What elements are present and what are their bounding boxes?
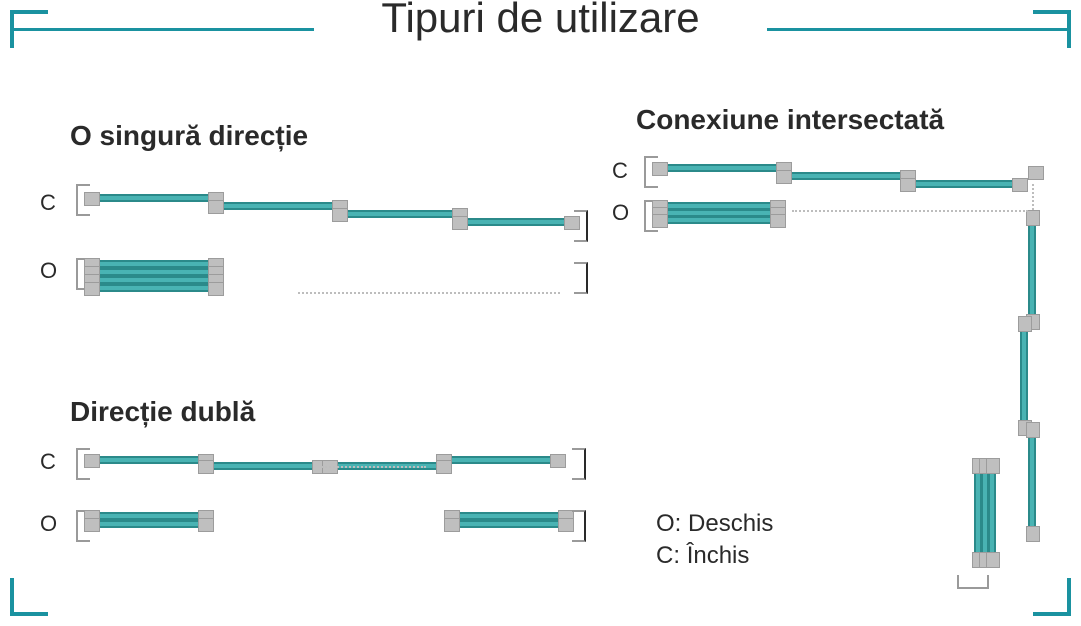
legend: O: Deschis C: Închis <box>656 508 773 573</box>
corner-closed-h-2-conn-l <box>900 178 916 192</box>
frame-corner-bl <box>10 578 48 616</box>
legend-open: O: Deschis <box>656 508 773 540</box>
double-open-right-1 <box>448 520 568 528</box>
single-open-bar-3-conn-l <box>84 282 100 296</box>
double-closed-right-1-conn-r <box>436 460 452 474</box>
corner-closed-dotted-v <box>1032 184 1034 210</box>
corner-closed-v-0-conn-t <box>1026 210 1040 226</box>
double-closed-left-1 <box>202 462 322 470</box>
corner-node-icon <box>1028 166 1044 180</box>
single-closed-bracket-right <box>574 210 588 242</box>
double-closed-left-0 <box>88 456 208 464</box>
single-closed-seg-3-conn-l <box>452 216 468 230</box>
double-closed-right-0 <box>440 456 560 464</box>
corner-closed-h-1 <box>780 172 910 180</box>
corner-floor-bracket <box>957 575 989 589</box>
single-open-bar-1 <box>88 268 218 276</box>
double-open-left-1 <box>88 520 208 528</box>
heading-single-direction: O singură direcție <box>70 120 308 152</box>
corner-closed-v-0 <box>1028 214 1036 324</box>
single-open-bracket-right <box>574 262 588 294</box>
corner-closed-h-0 <box>656 164 786 172</box>
corner-open-dotted <box>792 210 1028 212</box>
corner-closed-h-0-conn-l <box>652 162 668 176</box>
page-title: Tipuri de utilizare <box>0 0 1081 42</box>
label-corner-closed: C <box>612 158 628 184</box>
corner-closed-h-1-conn-l <box>776 170 792 184</box>
double-open-bracket-right <box>572 510 586 542</box>
double-open-right-1-conn-l <box>444 518 460 532</box>
double-closed-bracket-right <box>572 448 586 480</box>
label-corner-open: O <box>612 200 629 226</box>
corner-open-h-2 <box>656 216 780 224</box>
single-closed-seg-3 <box>456 218 574 226</box>
label-single-open: O <box>40 258 57 284</box>
double-closed-right-0-conn-r <box>550 454 566 468</box>
heading-corner-connection: Conexiune intersectată <box>636 104 944 136</box>
corner-closed-v-2-conn-t <box>1026 422 1040 438</box>
corner-open-h-2-conn-l <box>652 214 668 228</box>
label-double-open: O <box>40 511 57 537</box>
legend-closed: C: Închis <box>656 540 773 572</box>
double-open-left-0 <box>88 512 208 520</box>
double-open-right-0 <box>448 512 568 520</box>
double-closed-left-0-conn-l <box>84 454 100 468</box>
double-closed-dotted <box>322 466 426 468</box>
double-closed-left-1-conn-l <box>198 460 214 474</box>
corner-closed-v-1 <box>1020 320 1028 430</box>
corner-open-v-2 <box>988 462 996 562</box>
label-single-closed: C <box>40 190 56 216</box>
single-closed-seg-0 <box>88 194 218 202</box>
corner-open-h-2-conn-r <box>770 214 786 228</box>
double-open-left-1-conn-r <box>198 518 214 532</box>
diagram-root: Tipuri de utilizare O singură direcție D… <box>0 0 1081 626</box>
single-open-bar-2 <box>88 276 218 284</box>
single-closed-seg-0-conn-l <box>84 192 100 206</box>
single-open-bar-3 <box>88 284 218 292</box>
double-open-left-1-conn-l <box>84 518 100 532</box>
single-closed-seg-2-conn-l <box>332 208 348 222</box>
single-open-dotted <box>298 292 560 294</box>
single-closed-seg-2 <box>336 210 462 218</box>
corner-closed-h-2 <box>904 180 1022 188</box>
corner-closed-v-2-conn-b <box>1026 526 1040 542</box>
single-open-bar-3-conn-r <box>208 282 224 296</box>
corner-closed-v-1-conn-t <box>1018 316 1032 332</box>
corner-open-v-2-conn-t <box>986 458 1000 474</box>
heading-double-direction: Direcție dublă <box>70 396 255 428</box>
corner-open-v-2-conn-b <box>986 552 1000 568</box>
single-closed-seg-1-conn-l <box>208 200 224 214</box>
corner-closed-v-2 <box>1028 426 1036 536</box>
label-double-closed: C <box>40 449 56 475</box>
corner-closed-h-2-conn-r <box>1012 178 1028 192</box>
single-open-bar-0 <box>88 260 218 268</box>
single-closed-seg-1 <box>212 202 342 210</box>
frame-corner-br <box>1033 578 1071 616</box>
